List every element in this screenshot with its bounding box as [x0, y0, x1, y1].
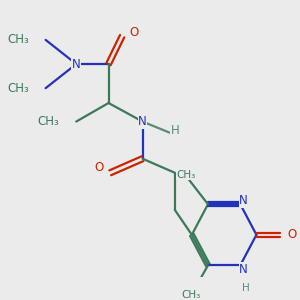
Text: H: H [170, 124, 179, 137]
Text: N: N [239, 194, 248, 207]
Text: CH₃: CH₃ [182, 290, 201, 300]
Text: CH₃: CH₃ [7, 33, 28, 46]
Text: N: N [72, 58, 81, 70]
Text: O: O [94, 161, 104, 174]
Text: N: N [138, 115, 147, 128]
Text: CH₃: CH₃ [38, 115, 59, 128]
Text: CH₃: CH₃ [176, 169, 196, 179]
Text: N: N [239, 262, 248, 275]
Text: H: H [242, 283, 249, 292]
Text: O: O [287, 228, 296, 241]
Text: O: O [129, 26, 138, 39]
Text: CH₃: CH₃ [7, 82, 28, 95]
